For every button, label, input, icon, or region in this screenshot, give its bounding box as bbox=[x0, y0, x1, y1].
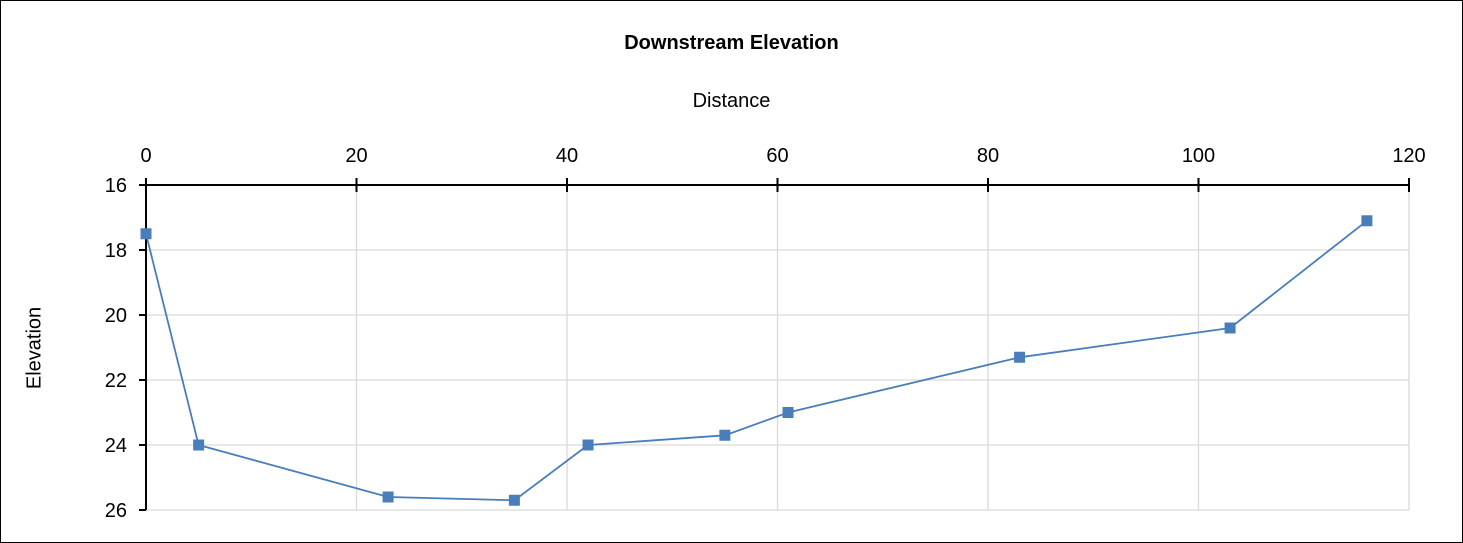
data-point-marker bbox=[508, 494, 520, 506]
x-tick-label: 80 bbox=[977, 145, 999, 167]
grid-lines bbox=[146, 185, 1410, 511]
y-tick-label: 20 bbox=[105, 305, 127, 327]
x-tick-label: 60 bbox=[766, 145, 788, 167]
y-tick-label: 16 bbox=[105, 175, 127, 197]
data-point-marker bbox=[193, 439, 205, 451]
data-point-marker bbox=[1224, 322, 1236, 334]
data-point-marker bbox=[1361, 215, 1373, 227]
x-tick-label: 40 bbox=[556, 145, 578, 167]
x-tick-label: 120 bbox=[1392, 145, 1425, 167]
x-axis-title: Distance bbox=[692, 90, 771, 112]
tick-labels: 0 20 40 60 80 100 120 16 18 20 22 24 26 bbox=[105, 145, 1426, 522]
data-point-marker bbox=[782, 407, 794, 418]
axes bbox=[139, 178, 1410, 511]
data-point-marker bbox=[1014, 351, 1026, 363]
y-tick-label: 22 bbox=[105, 370, 127, 392]
x-tick-label: 0 bbox=[140, 145, 151, 167]
y-tick-label: 18 bbox=[105, 240, 127, 262]
x-tick-label: 20 bbox=[345, 145, 367, 167]
data-point-marker bbox=[582, 439, 594, 451]
y-tick-label: 24 bbox=[105, 435, 127, 457]
series-elevation bbox=[140, 215, 1373, 506]
data-point-marker bbox=[140, 228, 152, 240]
chart-title: Downstream Elevation bbox=[624, 32, 839, 54]
x-tick-label: 100 bbox=[1182, 145, 1215, 167]
data-point-marker bbox=[382, 491, 394, 503]
data-point-marker bbox=[719, 429, 731, 441]
series-line bbox=[145, 220, 1368, 502]
y-tick-label: 26 bbox=[105, 500, 127, 522]
